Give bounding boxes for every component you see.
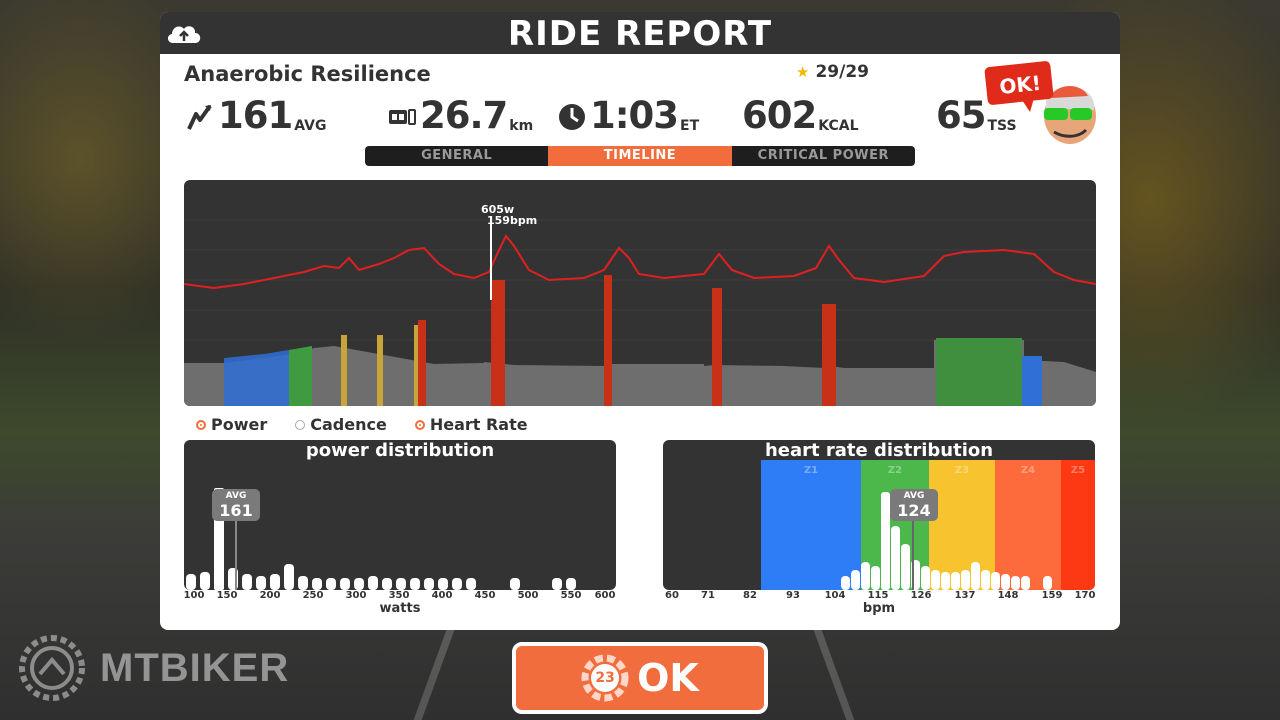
ride-report-panel: RIDE REPORT Anaerobic Resilience ★ 29/29 …: [160, 12, 1120, 630]
workout-name: Anaerobic Resilience: [184, 62, 431, 86]
power-interval-blue: [1022, 356, 1042, 406]
stat-distance: 26.7 km: [388, 92, 533, 136]
ok-button-label: OK: [637, 656, 699, 700]
countdown-value: 23: [595, 670, 615, 686]
hr-distribution-chart: Z1 Z2 Z3 Z4 Z5: [663, 440, 1095, 590]
watermark-text: MTBIKER: [100, 645, 290, 690]
radio-power[interactable]: [196, 419, 206, 430]
countdown-ring-icon: [581, 654, 629, 702]
stat-power: 161 AVG: [186, 92, 326, 136]
legend-power-label: Power: [211, 415, 268, 434]
legend-cadence[interactable]: Cadence: [295, 415, 387, 434]
distance-unit: km: [509, 118, 534, 134]
clock-icon: [559, 104, 585, 130]
tab-general[interactable]: GENERAL: [365, 146, 549, 166]
tss-value: 65: [936, 94, 986, 137]
avatar-face-icon: [1044, 85, 1096, 144]
workout-progress: ★ 29/29: [796, 62, 869, 82]
chart-legend: Power Cadence Heart Rate: [196, 415, 556, 434]
time-value: 1:03: [590, 94, 679, 137]
legend-heart-rate-label: Heart Rate: [429, 415, 528, 434]
zone-z3: [929, 460, 995, 590]
timeline-chart[interactable]: 605w 159bpm: [184, 180, 1096, 406]
watermark: MTBIKER: [14, 630, 289, 706]
star-icon: ★: [796, 63, 810, 81]
power-axis-ticks: 100 150 200 250 300 350 400 450 500 550 …: [183, 590, 616, 601]
time-unit: ET: [680, 118, 700, 134]
power-spike: [341, 335, 347, 406]
heart-rate-line: [184, 234, 1096, 290]
peak-power-label: 605w: [481, 203, 514, 216]
stat-tss: 65 TSS: [936, 92, 1017, 136]
power-avg-badge: AVG 161: [212, 489, 260, 521]
progress-value: 29/29: [815, 62, 869, 82]
ok-speech-bubble: OK!: [984, 61, 1054, 112]
zone-z4: [995, 460, 1061, 590]
page-title: RIDE REPORT: [507, 14, 773, 54]
timeline-svg: 605w 159bpm: [184, 203, 1096, 406]
stat-time: 1:03 ET: [558, 92, 699, 136]
distance-value: 26.7: [420, 94, 508, 137]
ok-button[interactable]: 23 OK: [512, 642, 768, 714]
svg-text:Z2: Z2: [888, 465, 902, 476]
legend-cadence-label: Cadence: [310, 415, 387, 434]
gear-logo-icon: [19, 635, 85, 701]
hr-axis-label: bpm: [862, 601, 896, 616]
ok-bubble-text: OK!: [998, 71, 1042, 99]
power-unit: AVG: [294, 118, 327, 134]
report-tabs: GENERAL TIMELINE CRITICAL POWER: [365, 146, 915, 166]
svg-text:Z4: Z4: [1021, 465, 1035, 476]
power-interval: [604, 275, 612, 406]
tss-unit: TSS: [987, 118, 1017, 134]
power-value: 161: [218, 94, 293, 137]
zone-z1: [761, 460, 861, 590]
calories-unit: KCAL: [818, 118, 859, 134]
power-z2-segment: [224, 350, 289, 406]
power-interval-green: [936, 338, 1022, 406]
cloud-upload-icon[interactable]: [165, 21, 203, 45]
svg-text:Z1: Z1: [804, 465, 818, 476]
svg-text:Z5: Z5: [1071, 465, 1085, 476]
radio-heart-rate[interactable]: [414, 419, 425, 430]
peak-hr-label: 159bpm: [487, 214, 537, 227]
svg-text:Z3: Z3: [955, 465, 969, 476]
power-avg-label: AVG: [225, 491, 247, 501]
panel-header: RIDE REPORT: [160, 12, 1120, 54]
power-bolt-icon: [187, 104, 212, 130]
power-interval: [822, 304, 836, 406]
power-avg-value: 161: [219, 501, 253, 520]
power-spike: [377, 335, 383, 406]
power-histogram: [186, 488, 576, 590]
hr-histogram: Z1 Z2 Z3 Z4 Z5: [761, 460, 1095, 590]
radio-cadence[interactable]: [295, 419, 306, 430]
hr-avg-label: AVG: [903, 491, 925, 501]
power-spike: [414, 325, 418, 406]
countdown-timer: 23: [581, 654, 629, 702]
legend-power[interactable]: Power: [196, 415, 267, 434]
hr-axis-ticks: 60 71 82 93 104 115 126 137 148 159 170: [665, 590, 1096, 601]
power-spike: [418, 320, 426, 406]
odometer-icon: [389, 109, 416, 125]
tab-timeline[interactable]: TIMELINE: [548, 146, 732, 166]
power-z3-segment: [289, 346, 312, 406]
power-interval: [491, 280, 505, 406]
hr-avg-badge: AVG 124: [890, 489, 938, 521]
power-interval: [712, 288, 722, 406]
hr-distribution-title: heart rate distribution: [764, 440, 994, 461]
power-axis-label: watts: [379, 601, 421, 616]
zone-z5: [1061, 460, 1095, 590]
power-area: [184, 340, 1096, 406]
legend-heart-rate[interactable]: Heart Rate: [414, 415, 528, 434]
power-distribution-chart: [184, 440, 616, 590]
calories-value: 602: [742, 94, 817, 137]
tab-critical-power[interactable]: CRITICAL POWER: [731, 146, 915, 166]
avatar: OK!: [984, 61, 1096, 144]
power-distribution-title: power distribution: [305, 440, 495, 461]
hr-avg-value: 124: [897, 501, 931, 520]
stat-calories: 602 KCAL: [742, 92, 858, 136]
